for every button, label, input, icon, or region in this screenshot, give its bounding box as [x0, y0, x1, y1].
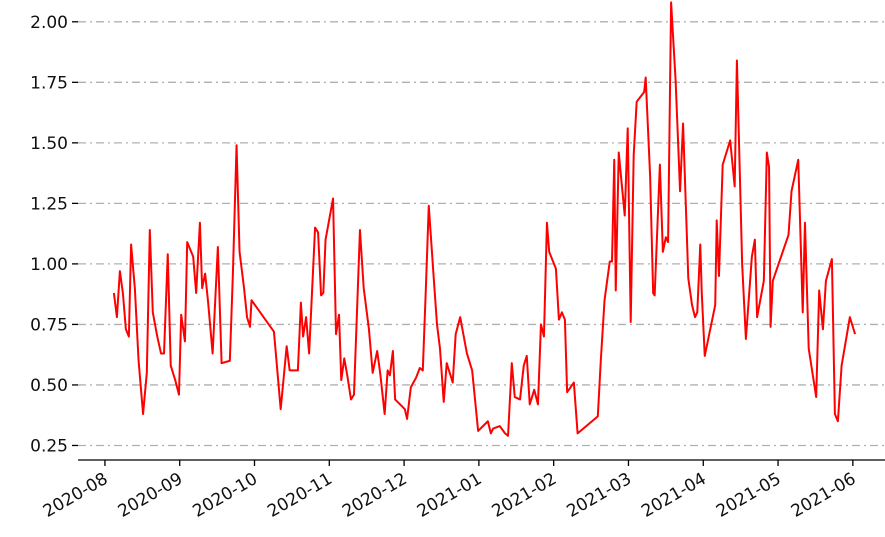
x-tick-label: 2021-03 — [563, 469, 635, 522]
y-tick-label: 1.25 — [30, 194, 68, 214]
x-tick-label: 2020-12 — [339, 469, 411, 522]
y-tick-label: 1.50 — [30, 134, 68, 154]
y-tick-label: 2.00 — [30, 13, 68, 33]
x-tick-label: 2020-11 — [264, 469, 336, 522]
y-tick-label: 1.00 — [30, 255, 68, 275]
y-tick-label: 0.75 — [30, 315, 68, 335]
x-tick-label: 2021-01 — [414, 469, 486, 522]
x-tick-label: 2021-04 — [638, 469, 710, 522]
x-tick-label: 2021-06 — [788, 469, 860, 522]
y-tick-label: 0.25 — [30, 436, 68, 456]
data-line — [112, 1, 857, 437]
x-tick-label: 2021-05 — [713, 469, 785, 522]
x-tick-label: 2021-02 — [489, 469, 561, 522]
x-tick-label: 2020-08 — [40, 469, 112, 522]
y-tick-label: 1.75 — [30, 73, 68, 93]
x-tick-label: 2020-10 — [189, 469, 261, 522]
y-tick-label: 0.50 — [30, 376, 68, 396]
x-tick-label: 2020-09 — [115, 469, 187, 522]
